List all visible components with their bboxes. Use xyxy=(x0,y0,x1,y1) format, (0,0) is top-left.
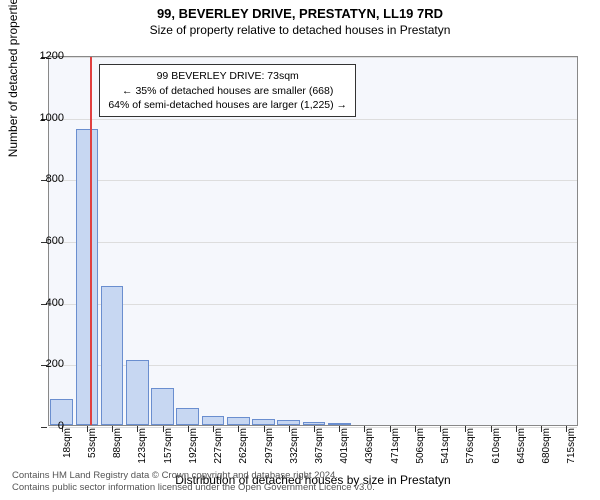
footer-line-2: Contains public sector information licen… xyxy=(12,482,375,494)
x-tick-label: 18sqm xyxy=(62,428,73,468)
histogram-bar xyxy=(277,420,300,425)
y-tick-label: 600 xyxy=(34,235,64,247)
x-tick-label: 227sqm xyxy=(213,428,224,468)
x-tick-label: 88sqm xyxy=(112,428,123,468)
x-tick-label: 436sqm xyxy=(364,428,375,468)
annotation-box: 99 BEVERLEY DRIVE: 73sqm← 35% of detache… xyxy=(99,64,356,117)
histogram-bar xyxy=(176,408,199,425)
y-tick-label: 1000 xyxy=(34,112,64,124)
x-tick-label: 262sqm xyxy=(238,428,249,468)
histogram-bar xyxy=(101,286,124,425)
y-tick-label: 800 xyxy=(34,173,64,185)
histogram-bar xyxy=(328,423,351,425)
x-tick-label: 53sqm xyxy=(87,428,98,468)
x-tick-label: 610sqm xyxy=(491,428,502,468)
y-tick-label: 200 xyxy=(34,358,64,370)
page-title: 99, BEVERLEY DRIVE, PRESTATYN, LL19 7RD xyxy=(0,6,600,21)
x-tick-label: 506sqm xyxy=(415,428,426,468)
x-tick-label: 367sqm xyxy=(314,428,325,468)
y-tick-label: 400 xyxy=(34,297,64,309)
annotation-line: 99 BEVERLEY DRIVE: 73sqm xyxy=(108,69,347,83)
histogram-bar xyxy=(227,417,250,425)
footer-credits: Contains HM Land Registry data © Crown c… xyxy=(12,470,375,494)
gridline xyxy=(49,304,577,305)
histogram-bar xyxy=(252,419,275,425)
histogram-bar xyxy=(76,129,99,425)
footer-line-1: Contains HM Land Registry data © Crown c… xyxy=(12,470,375,482)
histogram-bar xyxy=(303,422,326,425)
page-subtitle: Size of property relative to detached ho… xyxy=(0,23,600,37)
x-tick-label: 680sqm xyxy=(541,428,552,468)
x-tick-label: 401sqm xyxy=(339,428,350,468)
annotation-line: ← 35% of detached houses are smaller (66… xyxy=(108,84,347,98)
x-tick-label: 576sqm xyxy=(465,428,476,468)
x-tick-label: 541sqm xyxy=(440,428,451,468)
x-tick-label: 645sqm xyxy=(516,428,527,468)
histogram-bar xyxy=(126,360,149,425)
gridline xyxy=(49,57,577,58)
x-tick-label: 471sqm xyxy=(390,428,401,468)
gridline xyxy=(49,119,577,120)
x-tick-label: 332sqm xyxy=(289,428,300,468)
gridline xyxy=(49,242,577,243)
histogram-bar xyxy=(151,388,174,425)
y-tick-label: 1200 xyxy=(34,50,64,62)
x-tick-label: 297sqm xyxy=(264,428,275,468)
y-axis-title: Number of detached properties xyxy=(6,0,20,157)
x-tick-label: 157sqm xyxy=(163,428,174,468)
y-tick-label: 0 xyxy=(34,420,64,432)
gridline xyxy=(49,180,577,181)
x-tick-label: 123sqm xyxy=(137,428,148,468)
x-tick-label: 715sqm xyxy=(566,428,577,468)
histogram-bar xyxy=(202,416,225,425)
histogram-chart: Distribution of detached houses by size … xyxy=(48,56,578,426)
property-marker-line xyxy=(90,57,92,425)
annotation-line: 64% of semi-detached houses are larger (… xyxy=(108,98,347,112)
x-tick-label: 192sqm xyxy=(188,428,199,468)
